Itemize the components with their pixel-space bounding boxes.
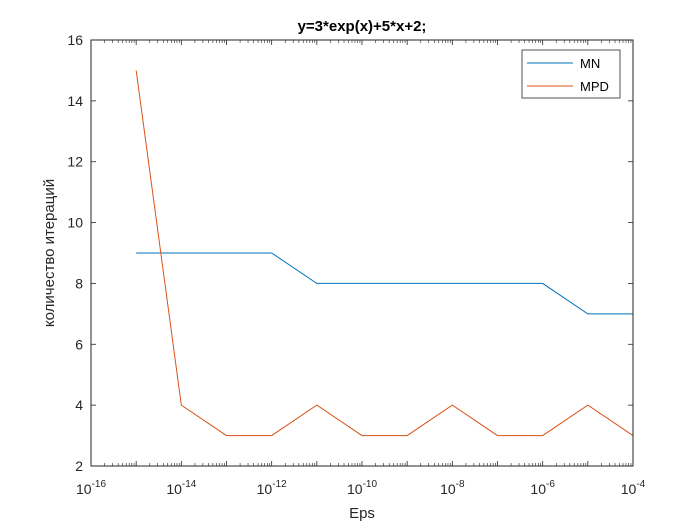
legend-box <box>521 49 621 99</box>
x-tick-label: 10-4 <box>621 479 646 497</box>
y-axis-label: количество итераций <box>41 179 58 327</box>
series-group <box>135 70 634 437</box>
x-tick-label: 10-12 <box>257 479 287 497</box>
y-tick-label: 10 <box>67 215 83 231</box>
y-tick-label: 6 <box>75 336 83 352</box>
x-tick-label: 10-10 <box>347 479 377 497</box>
x-tick-label: 10-6 <box>530 479 555 497</box>
legend-label-mpd: MPD <box>580 79 609 94</box>
y-tick-label: 2 <box>75 458 83 474</box>
y-tick-label: 14 <box>67 93 83 109</box>
x-tick-label: 10-8 <box>440 479 465 497</box>
y-tick-label: 16 <box>67 32 83 48</box>
x-tick-labels: 10-16 10-14 10-12 10-10 10-8 10-6 10-4 <box>76 479 646 497</box>
axes-box <box>90 39 634 467</box>
y-tick-label: 12 <box>67 154 83 170</box>
y-tick-label: 8 <box>75 275 83 291</box>
chart-title: y=3*exp(x)+5*x+2; <box>298 18 427 35</box>
y-tick-labels: 2 4 6 8 10 12 14 16 <box>67 32 83 474</box>
series-line-mpd <box>135 70 634 437</box>
y-tick-label: 4 <box>75 397 83 413</box>
x-axis-label: Eps <box>349 505 375 522</box>
x-tick-label: 10-16 <box>76 479 106 497</box>
series-line-mn <box>136 252 633 315</box>
x-tick-label: 10-14 <box>166 479 196 497</box>
legend: MN MPD <box>521 49 621 99</box>
legend-label-mn: MN <box>580 56 600 71</box>
